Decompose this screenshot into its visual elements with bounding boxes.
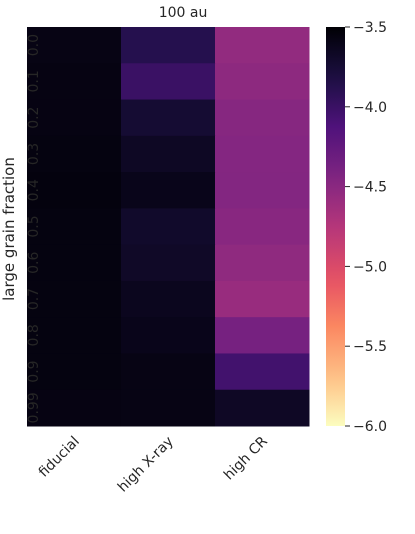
colorbar-tick-label: −5.0 [353,259,387,275]
heatmap-cell [121,63,216,101]
x-tick-label: fiducial [36,434,83,481]
colorbar-tick-label: −5.5 [353,339,387,355]
heatmap-cell [121,172,216,209]
heatmap-cell [215,244,310,282]
y-tick-label: 0.8 [26,324,42,346]
heatmap-cell [121,99,216,137]
heatmap-cell [27,317,122,354]
y-axis-label: large grain fraction [0,157,18,301]
heatmap-cell [121,353,216,391]
heatmap-cell [27,208,122,246]
heatmap-cell [121,208,216,246]
colorbar-ticks: −3.5 −4.0 −4.5 −5.0 −5.5 −6.0 [345,20,387,435]
y-tick-label: 0.0 [26,34,42,56]
heatmap-cell [121,317,216,354]
heatmap-cell [121,244,216,282]
colorbar-tick-label: −4.5 [353,180,387,196]
y-tick-labels: 0.0 0.1 0.2 0.3 0.4 0.5 0.6 0.7 0.8 0.9 0.99 [26,34,42,423]
heatmap-cell [215,63,310,101]
heatmap-cell [121,135,216,173]
y-tick-label: 0.3 [26,143,42,165]
heatmap-cell [215,353,310,391]
heatmap-cell [27,172,122,209]
heatmap-cell [27,389,122,427]
heatmap-cell [121,389,216,427]
x-tick-label: high CR [221,433,271,483]
heatmap-cell [215,280,310,318]
heatmap-cell [27,99,122,137]
colorbar [326,27,345,426]
y-tick-label: 0.4 [26,179,42,201]
heatmap-cell [215,27,310,64]
heatmap-cell [27,353,122,391]
x-tick-label: high X-ray [115,434,177,496]
heatmap-cell [215,99,310,137]
colorbar-tick-label: −4.0 [353,100,387,116]
y-tick-label: 0.6 [26,252,42,274]
heatmap-cell [121,280,216,318]
heatmap-cell [27,27,122,64]
heatmap-cell [215,389,310,427]
heatmap-cell [27,135,122,173]
heatmap-cell [215,135,310,173]
heatmap-cell [215,172,310,209]
y-tick-label: 0.2 [26,107,42,129]
heatmap-cell [215,208,310,246]
y-tick-label: 0.99 [26,392,42,423]
y-tick-label: 0.5 [26,215,42,237]
y-tick-label: 0.7 [26,288,42,310]
colorbar-tick-label: −3.5 [353,20,387,36]
heatmap-cell [215,317,310,354]
colorbar-tick-label: −6.0 [353,419,387,435]
heatmap-cell [27,280,122,318]
chart-title: 100 au [159,5,208,21]
x-tick-labels: fiducial high X-ray high CR [36,433,271,495]
heatmap-cell [121,27,216,64]
y-tick-label: 0.1 [26,70,42,92]
heatmap-cell [27,244,122,282]
heatmap-cells [27,27,310,427]
y-tick-label: 0.9 [26,360,42,382]
heatmap-cell [27,63,122,101]
